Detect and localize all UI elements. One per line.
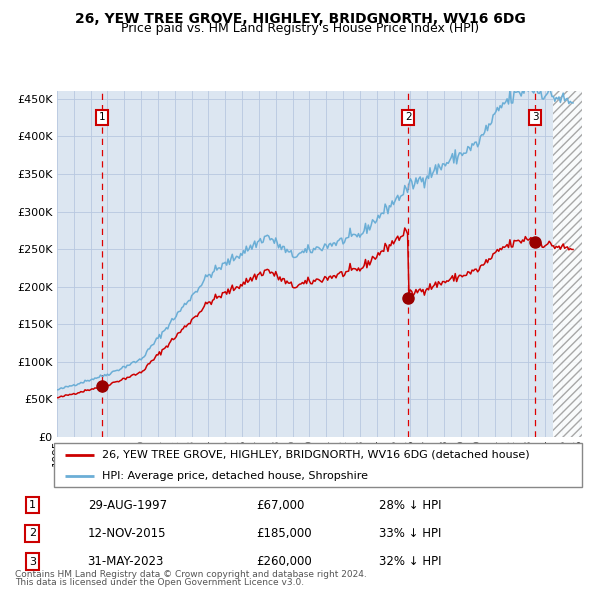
Text: 3: 3 [532,112,538,122]
Text: £260,000: £260,000 [256,555,312,568]
Text: Contains HM Land Registry data © Crown copyright and database right 2024.: Contains HM Land Registry data © Crown c… [15,571,367,579]
Text: 3: 3 [29,556,36,566]
Text: 1: 1 [29,500,36,510]
Text: 33% ↓ HPI: 33% ↓ HPI [379,527,441,540]
Text: 2: 2 [405,112,412,122]
Text: 32% ↓ HPI: 32% ↓ HPI [379,555,441,568]
Text: This data is licensed under the Open Government Licence v3.0.: This data is licensed under the Open Gov… [15,578,304,587]
Text: 29-AUG-1997: 29-AUG-1997 [88,499,167,512]
Text: 1: 1 [98,112,105,122]
Text: 28% ↓ HPI: 28% ↓ HPI [379,499,441,512]
Bar [553,91,582,437]
FancyBboxPatch shape [54,442,582,487]
Text: 26, YEW TREE GROVE, HIGHLEY, BRIDGNORTH, WV16 6DG: 26, YEW TREE GROVE, HIGHLEY, BRIDGNORTH,… [74,12,526,26]
Text: Price paid vs. HM Land Registry's House Price Index (HPI): Price paid vs. HM Land Registry's House … [121,22,479,35]
Text: 12-NOV-2015: 12-NOV-2015 [88,527,166,540]
Text: 26, YEW TREE GROVE, HIGHLEY, BRIDGNORTH, WV16 6DG (detached house): 26, YEW TREE GROVE, HIGHLEY, BRIDGNORTH,… [101,450,529,460]
Text: £67,000: £67,000 [256,499,305,512]
Text: 31-MAY-2023: 31-MAY-2023 [88,555,164,568]
Text: £185,000: £185,000 [256,527,312,540]
Text: HPI: Average price, detached house, Shropshire: HPI: Average price, detached house, Shro… [101,471,368,481]
Text: 2: 2 [29,528,36,538]
